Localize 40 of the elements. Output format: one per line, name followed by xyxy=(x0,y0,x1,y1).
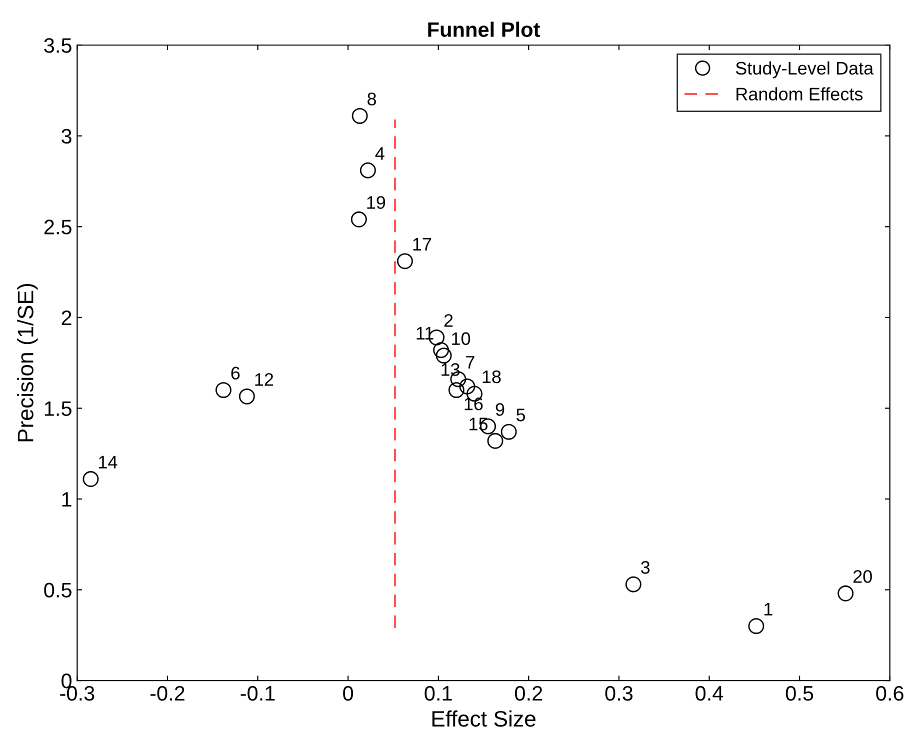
annotation: 6 xyxy=(231,366,240,380)
y-tick-label: 3 xyxy=(62,128,72,144)
annotation: 3 xyxy=(641,561,650,574)
annotation: 4 xyxy=(375,147,384,160)
legend-label: Study-Level Data xyxy=(736,61,874,78)
annotation: 9 xyxy=(496,403,504,416)
chart-title: Funnel Plot xyxy=(428,22,540,37)
y-tick-label: 2 xyxy=(62,310,72,325)
annotation: 14 xyxy=(99,456,118,468)
annotation: 5 xyxy=(516,408,526,422)
y-tick-label: 0 xyxy=(62,674,72,688)
y-tick-label: 1 xyxy=(62,492,72,507)
x-tick-label: 0.6 xyxy=(876,686,904,701)
x-tick-label: 0.5 xyxy=(786,686,814,701)
y-tick-label: 3.5 xyxy=(44,38,72,53)
y-tick-label: 2.5 xyxy=(44,220,72,234)
x-tick-label: 0.1 xyxy=(424,686,452,701)
y-tick-label: 1.5 xyxy=(44,401,72,416)
annotation: 20 xyxy=(853,570,872,583)
annotation: 17 xyxy=(413,238,432,250)
x-tick-label: -0.2 xyxy=(150,686,184,701)
y-tick-label: 0.5 xyxy=(44,582,72,598)
y-axis-title: Precision (1/SE) xyxy=(17,284,38,442)
annotation: 13 xyxy=(442,363,460,376)
legend-label: Random Effects xyxy=(736,87,863,100)
x-tick-label: -0.1 xyxy=(240,686,275,701)
annotation: 10 xyxy=(452,332,470,346)
x-axis-title: Effect Size xyxy=(432,710,536,727)
annotation: 8 xyxy=(368,92,376,106)
annotation: 2 xyxy=(444,314,453,327)
annotation: 19 xyxy=(367,196,386,209)
annotation: 12 xyxy=(255,373,274,386)
x-tick-label: 0.2 xyxy=(514,686,542,701)
x-tick-label: 0 xyxy=(343,686,354,701)
annotation: 18 xyxy=(482,370,501,384)
x-tick-label: 0.3 xyxy=(605,686,633,701)
annotation: 7 xyxy=(466,356,474,368)
x-tick-label: 0.4 xyxy=(696,686,724,701)
annotation: 1 xyxy=(764,602,772,616)
x-tick-label: -0.3 xyxy=(60,686,94,701)
